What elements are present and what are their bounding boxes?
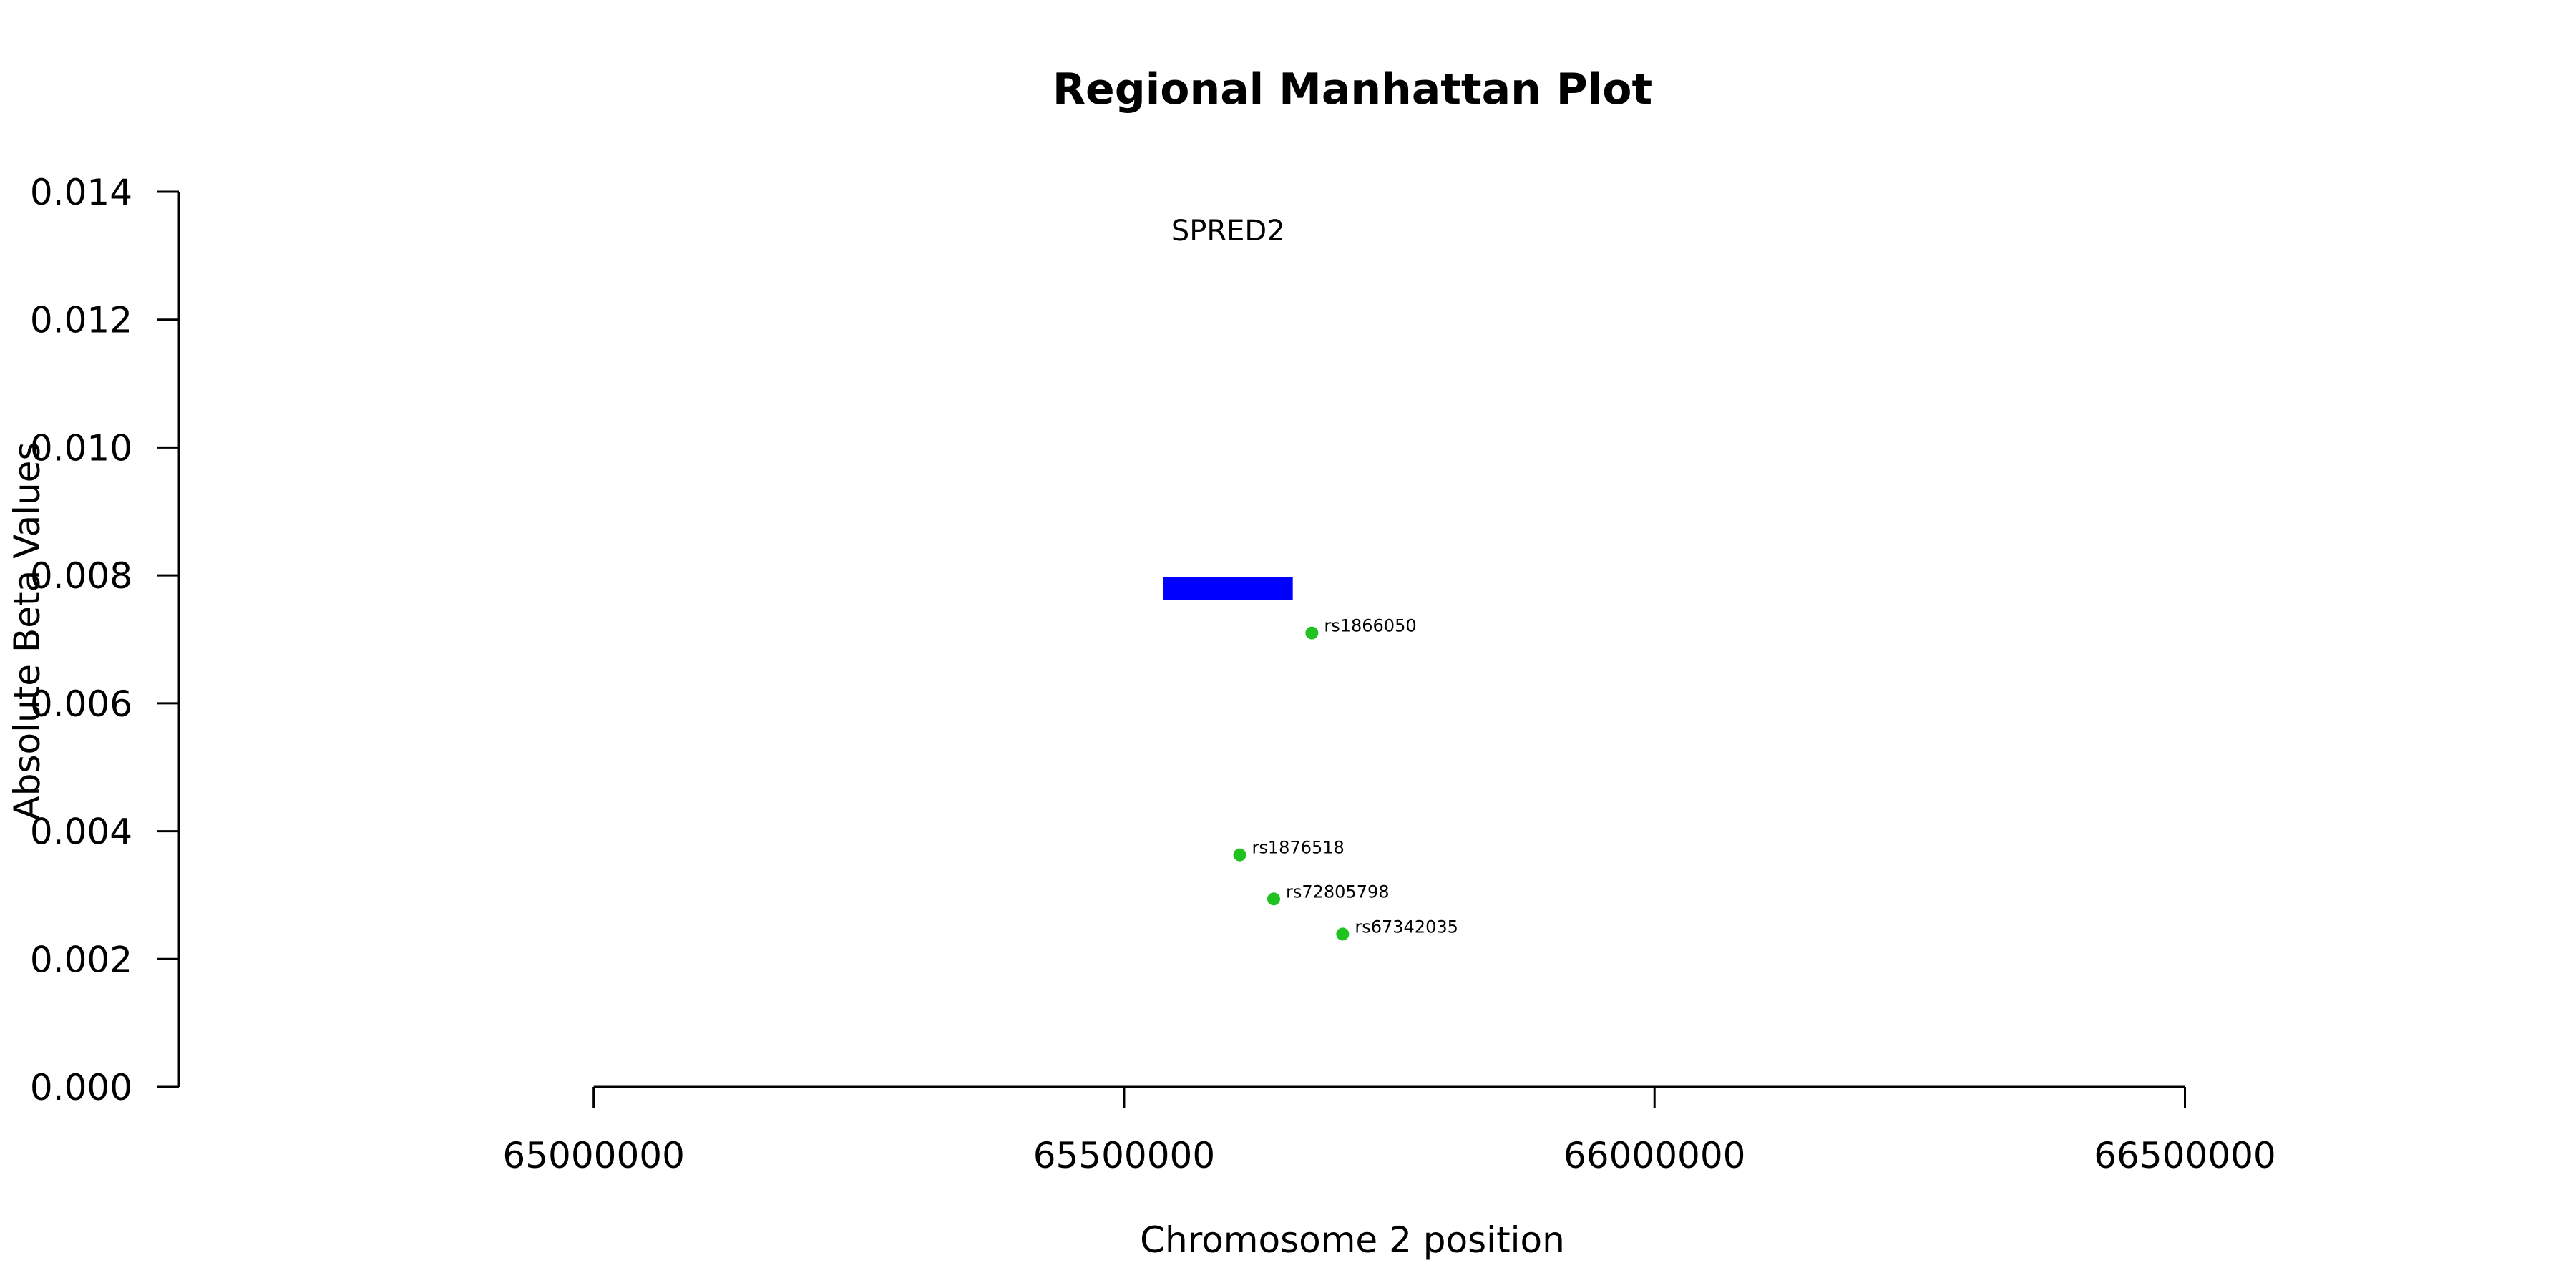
y-tick-label: 0.002 (30, 939, 132, 980)
x-tick-label: 66500000 (2094, 1135, 2276, 1176)
chart-title: Regional Manhattan Plot (1053, 64, 1652, 114)
snp-point (1267, 892, 1280, 906)
x-tick-label: 65500000 (1033, 1135, 1216, 1176)
y-tick-label: 0.014 (30, 172, 132, 213)
axes: 0.000 0.002 0.004 0.006 0.008 0.010 0.012 0.014… (30, 172, 2276, 1176)
y-tick-label: 0.004 (30, 811, 132, 853)
y-tick-label: 0.012 (30, 300, 132, 341)
gene-label: SPRED2 (1171, 215, 1285, 248)
data-marks: SPRED2 rs1866050 rs1876518 rs72805798 rs6734… (1163, 215, 1458, 941)
y-tick-label: 0.010 (30, 427, 132, 469)
y-tick-label: 0.006 (30, 683, 132, 725)
y-tick-label: 0.000 (30, 1067, 132, 1108)
y-axis-label: Absolute Beta Values (6, 442, 48, 821)
snp-label: rs1876518 (1252, 838, 1345, 858)
snp-label: rs67342035 (1355, 917, 1458, 937)
x-tick-label: 65000000 (502, 1135, 685, 1176)
x-tick-label: 66000000 (1563, 1135, 1746, 1176)
x-axis-label: Chromosome 2 position (1140, 1219, 1565, 1261)
snp-point (1305, 626, 1319, 640)
snp-label: rs1866050 (1324, 616, 1416, 636)
y-tick-label: 0.008 (30, 555, 132, 597)
snp-point (1233, 848, 1246, 862)
gene-bar (1163, 577, 1293, 600)
snp-point (1336, 927, 1350, 941)
snp-label: rs72805798 (1286, 882, 1390, 902)
